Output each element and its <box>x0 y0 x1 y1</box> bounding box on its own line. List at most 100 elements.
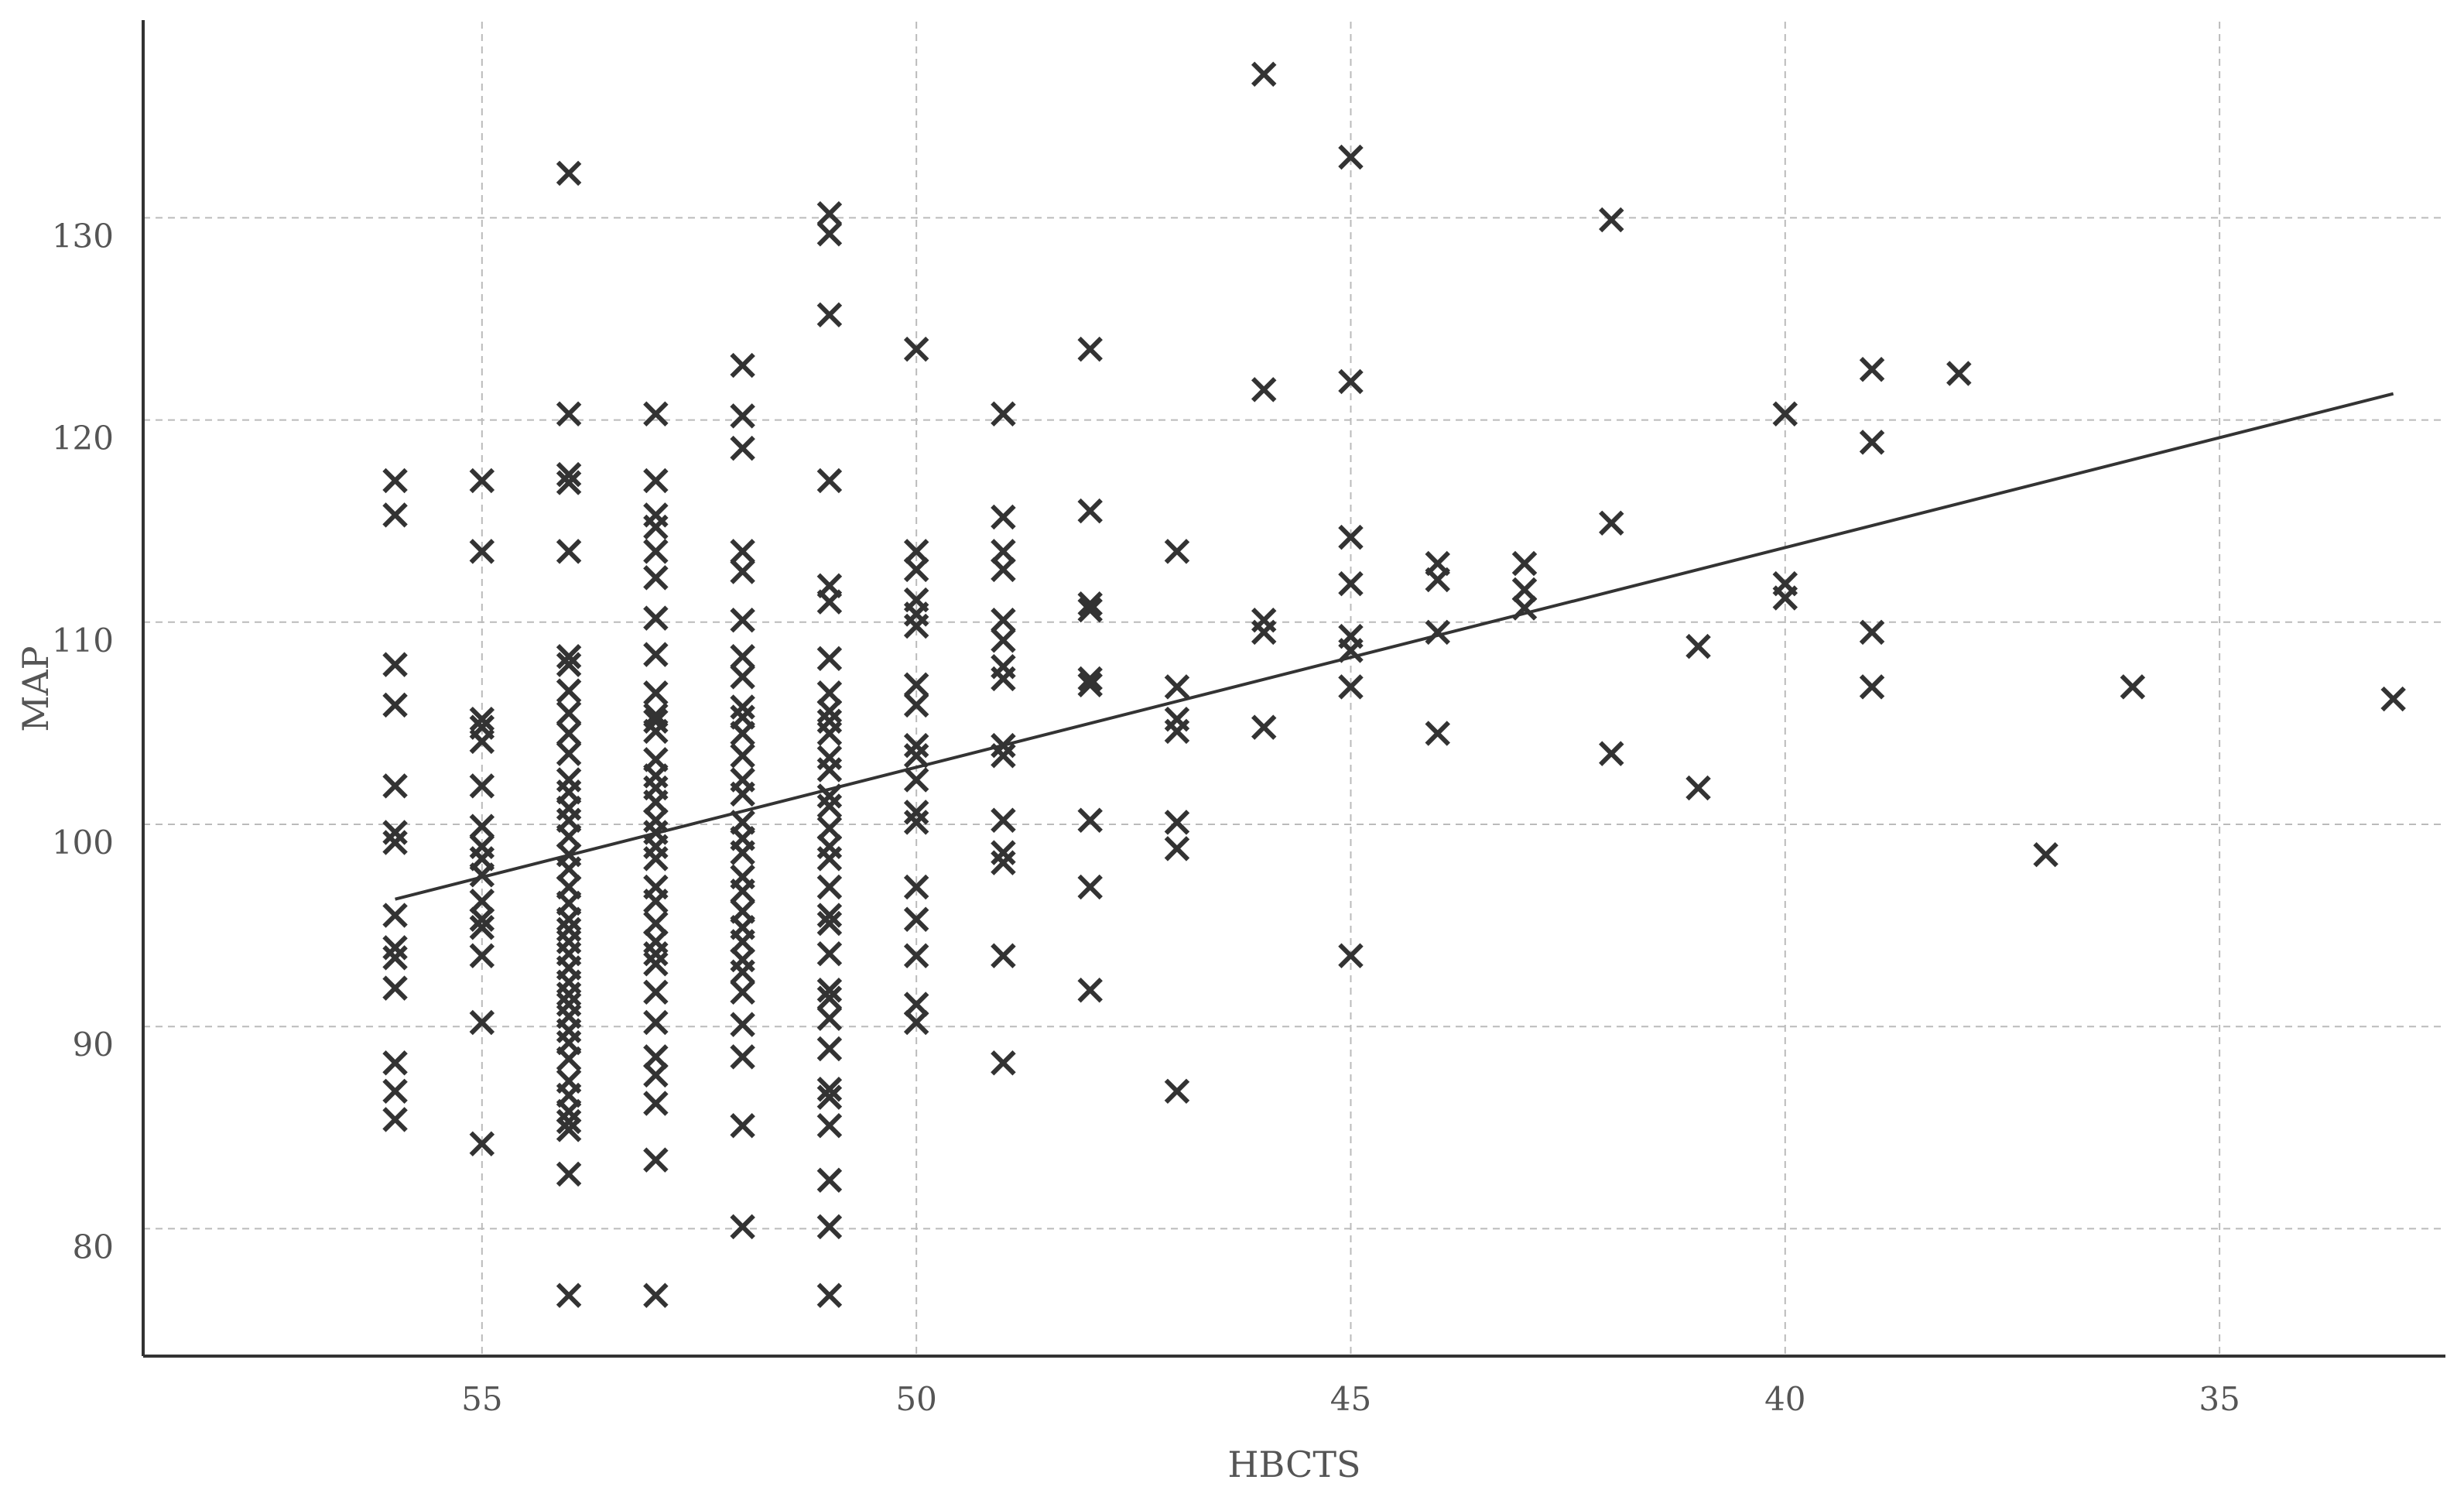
data-point <box>643 910 669 937</box>
data-point <box>643 889 669 914</box>
y-tick-label: 110 <box>52 622 114 659</box>
data-point <box>903 874 929 900</box>
data-point <box>469 539 495 564</box>
data-point <box>903 557 929 583</box>
data-point <box>1599 510 1624 536</box>
data-point <box>382 945 408 971</box>
grid <box>143 22 2445 1356</box>
data-point <box>643 1091 669 1116</box>
data-point <box>556 470 582 495</box>
data-point <box>643 468 669 494</box>
data-point <box>816 1112 843 1139</box>
data-point <box>991 401 1016 426</box>
data-point <box>816 1084 843 1110</box>
data-point <box>730 959 755 985</box>
data-point <box>816 721 843 746</box>
data-point <box>816 646 843 672</box>
data-point <box>991 607 1016 633</box>
data-point <box>1946 361 1972 386</box>
data-point <box>556 741 582 766</box>
data-point <box>903 1009 929 1036</box>
data-point <box>556 643 582 670</box>
data-point <box>903 810 929 835</box>
data-point <box>1077 498 1103 524</box>
data-point <box>816 589 843 615</box>
data-points <box>382 61 2406 1308</box>
data-point <box>556 652 582 677</box>
data-point <box>643 401 669 426</box>
data-point <box>556 1046 582 1072</box>
data-point <box>730 1044 755 1070</box>
data-point <box>643 565 669 591</box>
data-point <box>1077 807 1103 834</box>
data-point <box>643 790 669 815</box>
data-point <box>1338 638 1364 663</box>
data-point <box>469 814 495 839</box>
data-point <box>991 628 1016 653</box>
data-point <box>382 1107 408 1132</box>
data-point <box>816 1214 843 1240</box>
data-point <box>816 903 843 928</box>
data-point <box>730 435 755 461</box>
data-point <box>556 1117 582 1142</box>
data-point <box>643 747 669 772</box>
data-point <box>1164 539 1190 564</box>
data-point <box>730 929 755 954</box>
data-point <box>1338 144 1364 170</box>
data-point <box>469 862 495 888</box>
data-point <box>1425 550 1450 577</box>
data-point <box>643 1147 669 1173</box>
data-point <box>1077 591 1103 617</box>
data-point <box>1859 357 1885 382</box>
data-point <box>991 850 1016 875</box>
y-tick-label: 120 <box>52 420 114 457</box>
data-point <box>730 643 755 670</box>
data-point <box>816 302 843 328</box>
data-point <box>643 1044 669 1070</box>
data-point <box>1338 524 1364 550</box>
data-point <box>469 728 495 755</box>
data-point <box>816 793 843 819</box>
data-point <box>382 773 408 799</box>
data-point <box>556 160 582 187</box>
x-tick-label: 35 <box>2199 1380 2240 1418</box>
data-point <box>556 890 582 916</box>
data-point <box>816 468 843 494</box>
data-point <box>469 943 495 969</box>
data-point <box>382 652 408 677</box>
data-point <box>382 1050 408 1076</box>
data-point <box>903 943 929 969</box>
data-point <box>816 874 843 900</box>
data-point <box>1859 619 1885 646</box>
data-point <box>1599 207 1624 233</box>
data-point <box>1164 718 1190 745</box>
data-point <box>991 943 1016 969</box>
data-point <box>730 721 755 746</box>
data-point <box>1164 1078 1190 1105</box>
data-point <box>1251 619 1277 646</box>
data-point <box>382 502 408 528</box>
data-point <box>816 940 843 967</box>
data-point <box>1251 377 1277 402</box>
data-point <box>382 1078 408 1105</box>
data-point <box>556 1161 582 1187</box>
data-point <box>1338 943 1364 969</box>
data-point <box>730 352 755 378</box>
data-point <box>991 666 1016 692</box>
data-point <box>643 979 669 1005</box>
data-point <box>643 718 669 745</box>
data-point <box>556 824 582 849</box>
data-point <box>903 336 929 362</box>
data-point <box>1511 595 1538 621</box>
data-point <box>556 1082 582 1108</box>
data-point <box>556 700 582 726</box>
data-point <box>903 539 929 564</box>
data-point <box>1077 597 1103 623</box>
data-point <box>816 815 843 841</box>
data-point <box>1251 61 1277 87</box>
data-point <box>643 1283 669 1308</box>
data-point <box>643 514 669 540</box>
data-point <box>2380 686 2406 712</box>
data-point <box>1685 775 1711 801</box>
